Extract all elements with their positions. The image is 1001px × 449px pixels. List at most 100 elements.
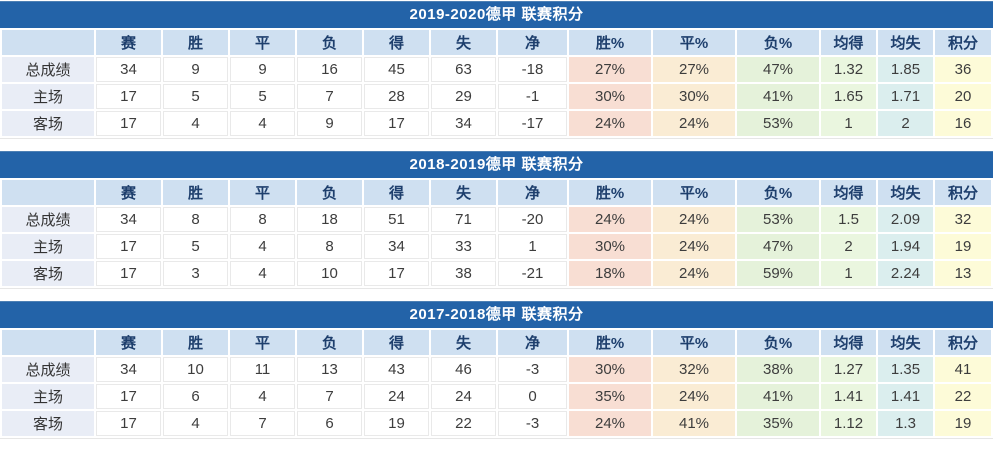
- stat-cell-matches: 17: [96, 234, 161, 259]
- column-header: 得: [364, 330, 429, 355]
- stat-cell-draws: 8: [230, 207, 295, 232]
- column-header: 积分: [935, 330, 991, 355]
- stat-cell-loss-pct: 59%: [737, 261, 819, 286]
- stat-cell-goal-diff: -21: [498, 261, 567, 286]
- column-header: 净: [498, 180, 567, 205]
- column-header: 负: [297, 330, 362, 355]
- column-header: 负: [297, 30, 362, 55]
- stat-cell-loss-pct: 47%: [737, 234, 819, 259]
- stat-cell-goal-diff: -17: [498, 111, 567, 136]
- column-header: 平: [230, 30, 295, 55]
- column-header: 胜%: [569, 330, 651, 355]
- stat-cell-win-pct: 30%: [569, 234, 651, 259]
- stat-cell-wins: 8: [163, 207, 228, 232]
- stat-cell-wins: 4: [163, 111, 228, 136]
- stat-cell-goals-against: 38: [431, 261, 496, 286]
- stat-cell-draw-pct: 24%: [653, 207, 735, 232]
- stat-cell-wins: 10: [163, 357, 228, 382]
- stat-cell-goals-against: 34: [431, 111, 496, 136]
- stat-cell-avg-against: 1.94: [878, 234, 933, 259]
- column-header: 负: [297, 180, 362, 205]
- stat-cell-matches: 34: [96, 357, 161, 382]
- stat-cell-goal-diff: -20: [498, 207, 567, 232]
- stat-cell-draw-pct: 30%: [653, 84, 735, 109]
- column-header: 失: [431, 330, 496, 355]
- column-header: 净: [498, 30, 567, 55]
- stat-cell-matches: 34: [96, 207, 161, 232]
- stat-cell-win-pct: 24%: [569, 207, 651, 232]
- stat-cell-goals-against: 63: [431, 57, 496, 82]
- season-table: 2019-2020德甲 联赛积分赛胜平负得失净胜% 平% 负% 均得 均失 积分 总成绩 34…: [0, 1, 993, 139]
- stat-cell-losses: 13: [297, 357, 362, 382]
- stat-cell-draw-pct: 32%: [653, 357, 735, 382]
- stat-cell-loss-pct: 41%: [737, 84, 819, 109]
- stat-cell-draw-pct: 27%: [653, 57, 735, 82]
- table-title: 2019-2020德甲 联赛积分: [0, 1, 993, 28]
- stat-cell-matches: 17: [96, 384, 161, 409]
- stat-cell-wins: 5: [163, 84, 228, 109]
- row-label: 主场: [2, 384, 94, 409]
- column-header: 失: [431, 30, 496, 55]
- data-row: 主场 17 5 5 7 28 29 -1 30% 30% 41% 1.65 1.71 20: [2, 84, 991, 109]
- column-header: 平: [230, 330, 295, 355]
- column-header: 赛: [96, 330, 161, 355]
- row-label: 总成绩: [2, 357, 94, 382]
- stat-cell-matches: 17: [96, 261, 161, 286]
- stat-cell-losses: 16: [297, 57, 362, 82]
- stat-cell-matches: 17: [96, 111, 161, 136]
- stat-cell-loss-pct: 41%: [737, 384, 819, 409]
- stat-cell-win-pct: 30%: [569, 84, 651, 109]
- stat-cell-goals-for: 51: [364, 207, 429, 232]
- stat-cell-losses: 9: [297, 111, 362, 136]
- stat-cell-losses: 8: [297, 234, 362, 259]
- stat-cell-draws: 4: [230, 261, 295, 286]
- stat-cell-goals-for: 17: [364, 261, 429, 286]
- stat-cell-points: 20: [935, 84, 991, 109]
- row-label: 主场: [2, 234, 94, 259]
- column-header: 赛: [96, 30, 161, 55]
- stat-cell-draws: 9: [230, 57, 295, 82]
- stat-cell-avg-for: 1: [821, 111, 876, 136]
- row-label: 客场: [2, 261, 94, 286]
- stat-cell-loss-pct: 35%: [737, 411, 819, 436]
- corner-header: [2, 180, 94, 205]
- stat-cell-goals-against: 29: [431, 84, 496, 109]
- data-row: 总成绩 34 8 8 18 51 71 -20 24% 24% 53% 1.5 2.09 32: [2, 207, 991, 232]
- column-header: 均失: [878, 180, 933, 205]
- stat-cell-draws: 4: [230, 111, 295, 136]
- column-header: 均得: [821, 30, 876, 55]
- stat-cell-win-pct: 18%: [569, 261, 651, 286]
- stat-cell-goal-diff: -3: [498, 411, 567, 436]
- stat-cell-avg-against: 2.24: [878, 261, 933, 286]
- stat-cell-wins: 4: [163, 411, 228, 436]
- stat-cell-goal-diff: -1: [498, 84, 567, 109]
- column-header: 均失: [878, 330, 933, 355]
- stat-cell-goals-for: 17: [364, 111, 429, 136]
- stat-cell-matches: 17: [96, 84, 161, 109]
- stat-cell-wins: 6: [163, 384, 228, 409]
- header-row: 赛胜平负得失净胜% 平% 负% 均得 均失 积分: [2, 30, 991, 55]
- stat-cell-goals-for: 19: [364, 411, 429, 436]
- stat-cell-wins: 3: [163, 261, 228, 286]
- corner-header: [2, 30, 94, 55]
- column-header: 平%: [653, 30, 735, 55]
- stat-cell-points: 41: [935, 357, 991, 382]
- column-header: 均得: [821, 180, 876, 205]
- stat-cell-wins: 5: [163, 234, 228, 259]
- stat-cell-draw-pct: 24%: [653, 234, 735, 259]
- stat-cell-loss-pct: 38%: [737, 357, 819, 382]
- stat-cell-avg-against: 1.71: [878, 84, 933, 109]
- stat-cell-avg-for: 1.41: [821, 384, 876, 409]
- stat-cell-goal-diff: 1: [498, 234, 567, 259]
- stat-cell-losses: 7: [297, 384, 362, 409]
- data-row: 客场 17 3 4 10 17 38 -21 18% 24% 59% 1 2.24 13: [2, 261, 991, 286]
- column-header: 平: [230, 180, 295, 205]
- stat-cell-points: 13: [935, 261, 991, 286]
- stat-cell-goals-for: 24: [364, 384, 429, 409]
- stat-cell-goals-against: 46: [431, 357, 496, 382]
- stat-cell-matches: 34: [96, 57, 161, 82]
- header-row: 赛胜平负得失净胜% 平% 负% 均得 均失 积分: [2, 180, 991, 205]
- stat-cell-losses: 7: [297, 84, 362, 109]
- column-header: 失: [431, 180, 496, 205]
- league-tables-container: 2019-2020德甲 联赛积分赛胜平负得失净胜% 平% 负% 均得 均失 积分 总成绩 34…: [0, 1, 993, 439]
